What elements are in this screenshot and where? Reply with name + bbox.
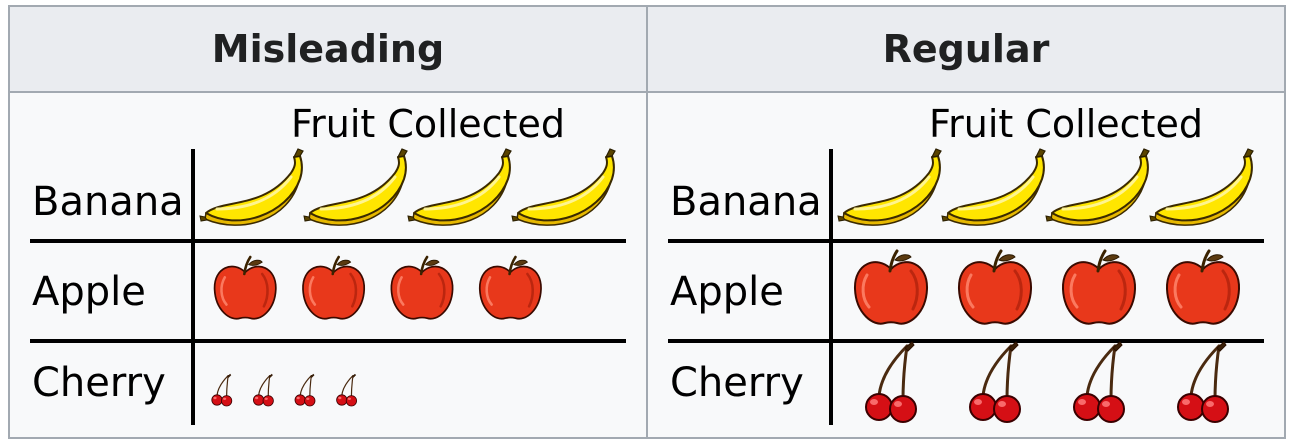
banana-pictogram-icon [941,148,1046,226]
apple-pictogram-icon [957,249,1033,325]
category-label-cherry: Cherry [32,360,166,406]
banana-pictogram-icon [1149,148,1254,226]
banana-pictogram-icon [1045,148,1150,226]
category-label-cherry: Cherry [670,360,804,406]
cherry-pictogram-icon [252,373,274,407]
apple-pictogram-icon [302,255,366,320]
apple-pictogram-icon [213,255,277,320]
regular-chart-cell: Fruit Collected Banana Apple Cherry [646,91,1286,439]
header-regular: Regular [646,5,1286,93]
category-label-apple: Apple [32,269,146,315]
cherry-pictogram-icon [294,373,316,407]
apple-pictogram-icon [853,249,929,325]
category-label-banana: Banana [670,179,822,225]
regular-pictogram-chart: Fruit Collected Banana Apple Cherry [668,102,1264,425]
banana-pictogram-icon [303,148,408,226]
banana-pictogram-icon [199,148,304,226]
apple-pictogram-icon [390,255,454,320]
banana-pictogram-icon [837,148,942,226]
category-label-apple: Apple [670,269,784,315]
cherry-pictogram-icon [1073,341,1125,423]
cherry-pictogram-icon [336,373,358,407]
cherry-pictogram-icon [969,341,1021,423]
chart-title: Fruit Collected [929,102,1203,146]
apple-pictogram-icon [1165,249,1241,325]
apple-pictogram-icon [1061,249,1137,325]
comparison-table: Misleading Regular Fruit Collected Banana… [8,5,1286,439]
banana-pictogram-icon [511,148,616,226]
apple-pictogram-icon [478,255,542,320]
banana-pictogram-icon [407,148,512,226]
misleading-chart-cell: Fruit Collected Banana Apple Cherry [8,91,648,439]
cherry-pictogram-icon [211,373,233,407]
header-misleading: Misleading [8,5,648,93]
category-label-banana: Banana [32,179,184,225]
cherry-pictogram-icon [865,341,917,423]
misleading-pictogram-chart: Fruit Collected Banana Apple Cherry [30,102,626,425]
cherry-pictogram-icon [1177,341,1229,423]
chart-title: Fruit Collected [291,102,565,146]
